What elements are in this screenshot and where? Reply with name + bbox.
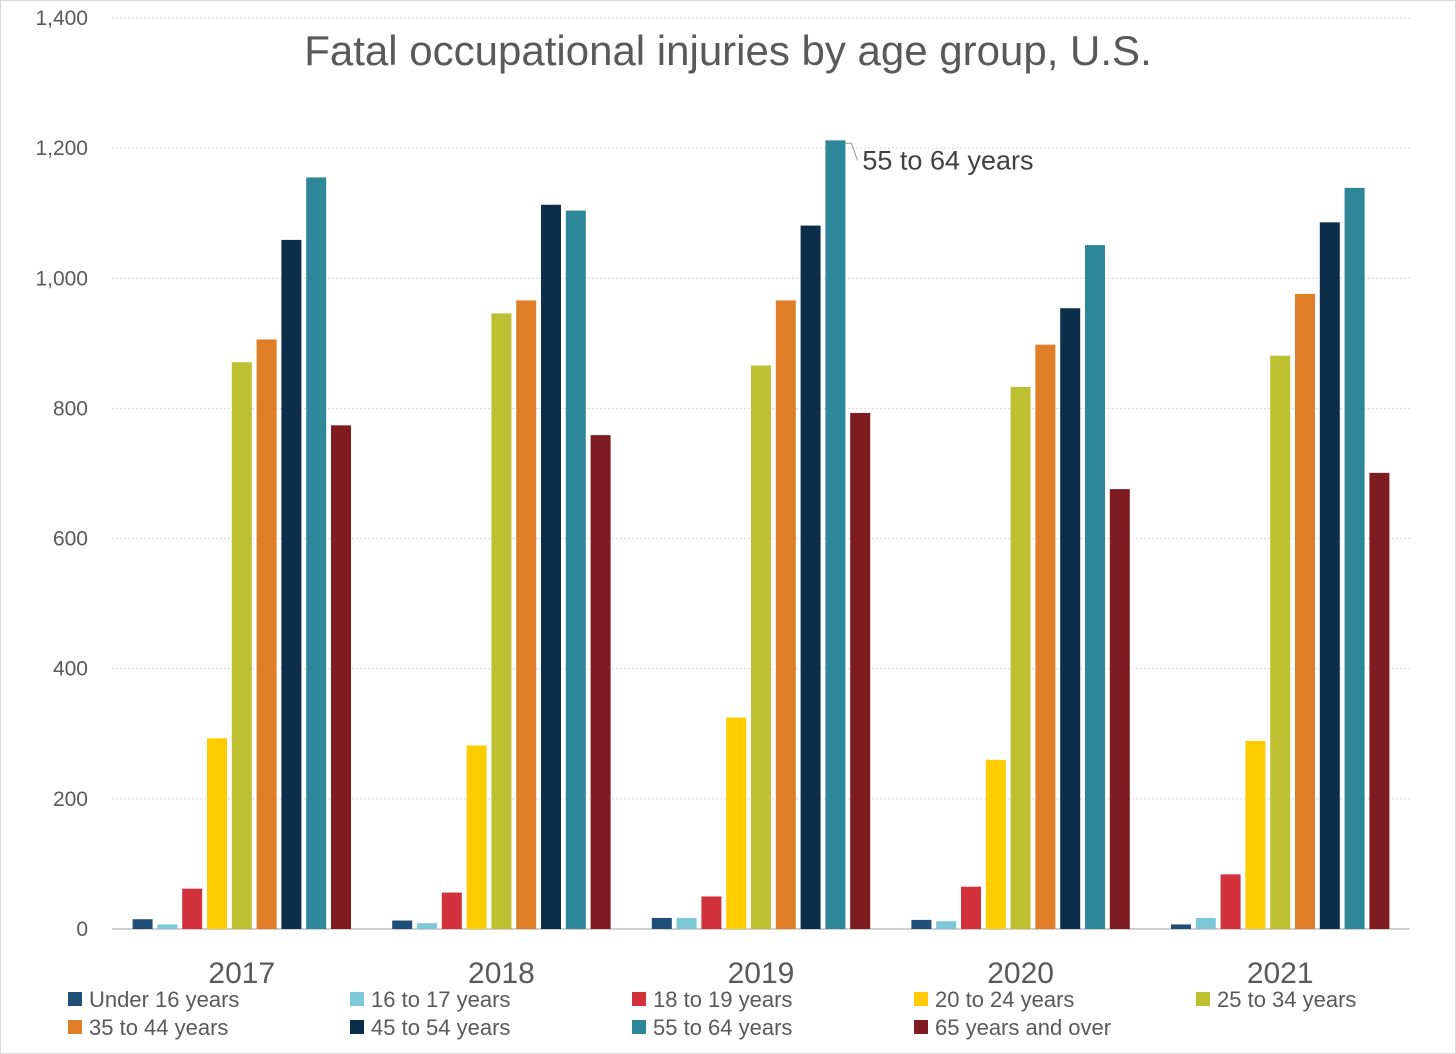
legend-label: 18 to 19 years (653, 987, 792, 1012)
bar-under-16-years-2017 (132, 919, 153, 929)
x-tick-label: 2018 (468, 957, 535, 990)
bar-65-years-and-over-2017 (331, 425, 351, 929)
x-tick-label: 2021 (1247, 957, 1314, 990)
bar-16-to-17-years-2019 (676, 917, 697, 929)
legend-label: Under 16 years (89, 987, 239, 1012)
bar-20-to-24-years-2018 (466, 745, 487, 929)
legend-swatch (914, 992, 928, 1006)
y-tick-label: 1,400 (35, 7, 88, 30)
y-tick-label: 600 (53, 528, 88, 551)
y-tick-label: 800 (53, 397, 88, 420)
bar-under-16-years-2020 (911, 919, 932, 929)
bar-under-16-years-2019 (651, 917, 672, 929)
bar-20-to-24-years-2017 (207, 738, 227, 929)
legend-swatch (68, 992, 82, 1006)
x-tick-label: 2019 (728, 957, 795, 990)
y-axis: 0 200 400 600 800 1,000 1,200 1,400 (35, 7, 88, 941)
annotation-label: 55 to 64 years (862, 145, 1033, 175)
bar-65-years-and-over-2021 (1369, 472, 1390, 929)
bar-45-to-54-years-2021 (1319, 222, 1340, 929)
legend-swatch (1196, 992, 1210, 1006)
annotation-leader-line (845, 142, 858, 161)
bar-65-years-and-over-2018 (590, 435, 611, 929)
legend-label: 20 to 24 years (935, 987, 1074, 1012)
bar-25-to-34-years-2021 (1270, 355, 1291, 929)
bar-20-to-24-years-2019 (726, 717, 747, 929)
y-tick-label: 200 (53, 788, 88, 811)
annotation: 55 to 64 years (845, 142, 1034, 175)
legend: Under 16 years 16 to 17 years 18 to 19 yea… (68, 987, 1356, 1040)
legend-label: 65 years and over (935, 1015, 1111, 1040)
bar-35-to-44-years-2021 (1295, 293, 1315, 930)
chart-title: Fatal occupational injuries by age group… (304, 27, 1152, 74)
bar-55-to-64-years-2017 (306, 177, 327, 930)
bar-55-to-64-years-2020 (1085, 245, 1105, 929)
bar-45-to-54-years-2018 (541, 204, 561, 929)
y-tick-label: 400 (53, 658, 88, 681)
bar-65-years-and-over-2019 (850, 412, 871, 929)
x-tick-label: 2017 (208, 957, 275, 990)
bar-55-to-64-years-2019 (825, 140, 846, 929)
bar-18-to-19-years-2018 (441, 892, 462, 929)
bar-55-to-64-years-2018 (565, 210, 586, 929)
bar-20-to-24-years-2021 (1245, 740, 1266, 929)
bar-65-years-and-over-2020 (1109, 489, 1130, 929)
bar-25-to-34-years-2019 (751, 365, 771, 929)
legend-label: 16 to 17 years (371, 987, 510, 1012)
y-tick-label: 1,200 (35, 137, 88, 160)
bar-16-to-17-years-2017 (157, 924, 178, 929)
legend-swatch (632, 1020, 646, 1034)
legend-swatch (350, 1020, 364, 1034)
bar-25-to-34-years-2017 (231, 362, 252, 929)
legend-label: 55 to 64 years (653, 1015, 792, 1040)
bar-16-to-17-years-2020 (936, 921, 957, 929)
legend-swatch (632, 992, 646, 1006)
bar-18-to-19-years-2019 (701, 896, 722, 929)
bar-35-to-44-years-2020 (1035, 344, 1056, 929)
legend-swatch (914, 1020, 928, 1034)
legend-label: 45 to 54 years (371, 1015, 510, 1040)
bar-25-to-34-years-2018 (491, 313, 512, 929)
bar-55-to-64-years-2021 (1344, 187, 1365, 929)
bar-25-to-34-years-2020 (1010, 386, 1031, 930)
bar-35-to-44-years-2018 (516, 300, 537, 929)
bars (132, 140, 1390, 930)
bar-16-to-17-years-2018 (417, 923, 437, 929)
bar-45-to-54-years-2020 (1060, 308, 1081, 929)
bar-under-16-years-2018 (392, 920, 413, 929)
bar-20-to-24-years-2020 (985, 759, 1006, 929)
bar-under-16-years-2021 (1171, 924, 1191, 929)
bar-45-to-54-years-2017 (281, 239, 302, 930)
y-tick-label: 1,000 (35, 267, 88, 290)
legend-swatch (350, 992, 364, 1006)
x-axis: 2017 2018 2019 2020 2021 (208, 957, 1313, 990)
legend-label: 35 to 44 years (89, 1015, 228, 1040)
bar-16-to-17-years-2021 (1195, 917, 1216, 929)
x-tick-label: 2020 (987, 957, 1054, 990)
bar-45-to-54-years-2019 (800, 225, 821, 929)
bar-35-to-44-years-2017 (256, 339, 277, 929)
legend-swatch (68, 1020, 82, 1034)
bar-18-to-19-years-2017 (182, 888, 203, 929)
y-tick-label: 0 (76, 918, 88, 941)
bar-18-to-19-years-2021 (1220, 874, 1241, 929)
bar-35-to-44-years-2019 (775, 300, 796, 929)
bar-18-to-19-years-2020 (961, 886, 981, 929)
legend-label: 25 to 34 years (1217, 987, 1356, 1012)
